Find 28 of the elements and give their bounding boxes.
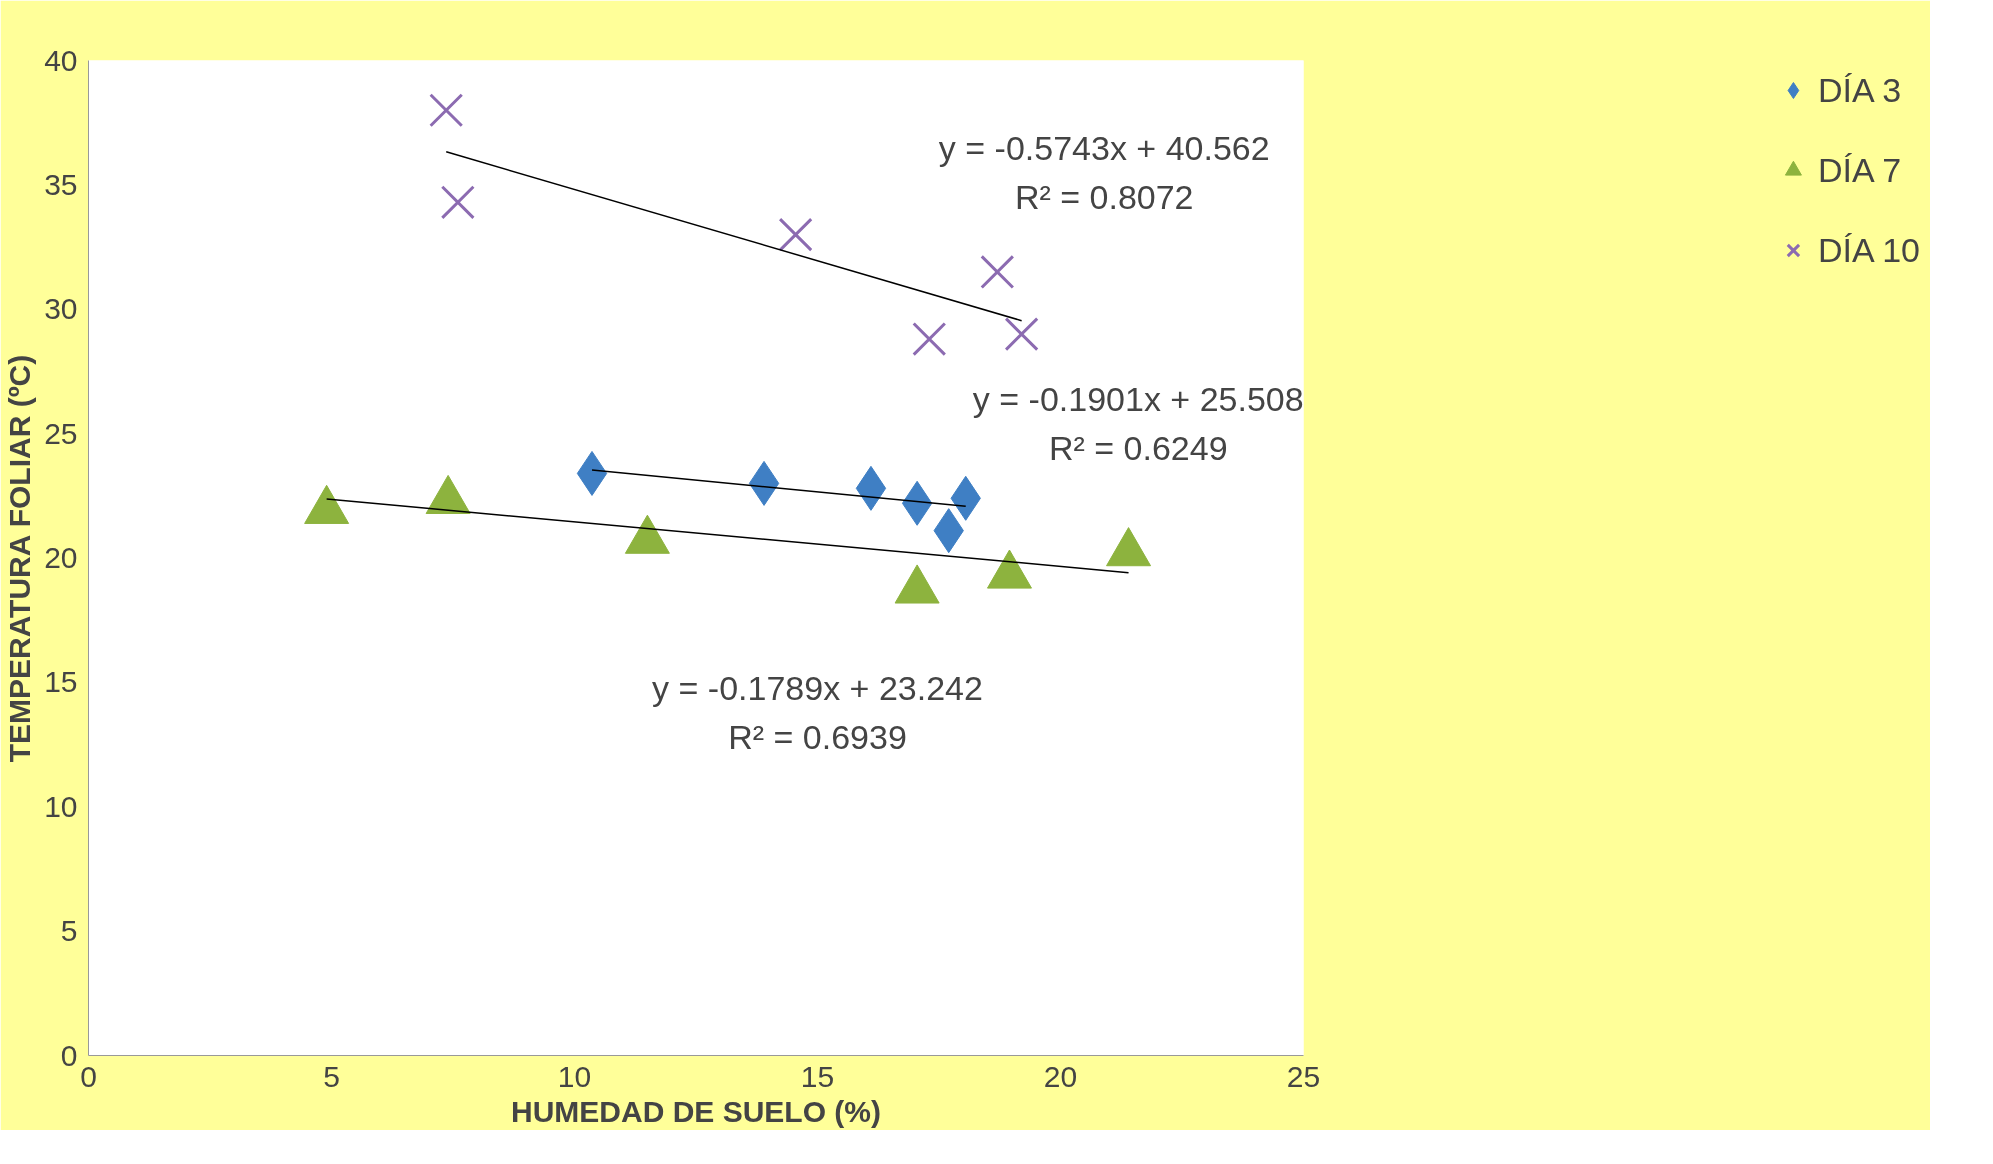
y-tick-label: 20 <box>44 541 78 574</box>
y-tick-label: 40 <box>44 43 78 77</box>
legend-label: DÍA 3 <box>1817 70 1902 110</box>
x-axis-title: HUMEDAD DE SUELO (%) <box>511 1094 882 1128</box>
point <box>429 93 464 128</box>
point <box>440 185 475 220</box>
x-tick-label: 25 <box>1286 1059 1321 1093</box>
y-tick-label: 10 <box>44 789 78 823</box>
point <box>912 322 947 357</box>
x-tick-label: 20 <box>1043 1059 1078 1093</box>
y-tick-label: 15 <box>44 665 78 699</box>
annotation: y = -0.1789x + 23.242 R² = 0.6939 <box>652 668 983 756</box>
x-tick-label: 10 <box>557 1059 592 1093</box>
y-tick-label: 5 <box>60 914 78 948</box>
x-tick-label: 5 <box>323 1059 340 1093</box>
legend-label: DÍA 7 <box>1817 150 1902 190</box>
legend-label: DÍA 10 <box>1817 230 1920 270</box>
y-tick-label: 25 <box>44 416 78 450</box>
y-axis-title: TEMPERATURA FOLIAR (ºC) <box>3 354 37 763</box>
y-tick-label: 30 <box>44 292 78 326</box>
annotation: y = -0.1901x + 25.508 R² = 0.6249 <box>972 379 1304 468</box>
y-tick-label: 35 <box>44 167 78 201</box>
point <box>778 217 813 252</box>
point <box>1004 317 1039 352</box>
x-tick-label: 15 <box>800 1059 835 1093</box>
y-tick-label: 0 <box>60 1038 78 1072</box>
annotation: y = -0.5743x + 40.562 R² = 0.8072 <box>938 128 1270 217</box>
point <box>980 254 1015 289</box>
